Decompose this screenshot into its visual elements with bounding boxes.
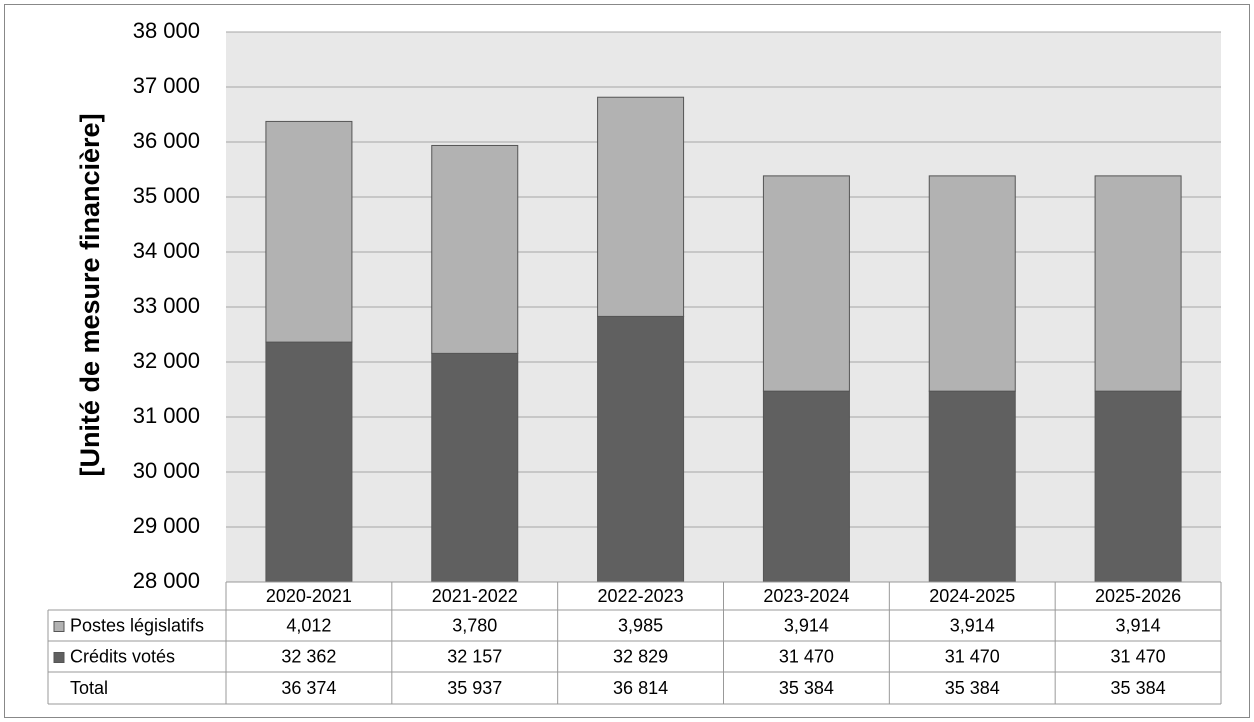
bar	[762, 390, 850, 583]
value-label: 3,985	[618, 615, 663, 635]
bar	[597, 315, 685, 583]
y-tick-label: 30 000	[133, 458, 200, 483]
value-label: 3,914	[950, 615, 995, 635]
y-tick-label: 32 000	[133, 348, 200, 373]
value-label: 31 470	[779, 646, 834, 666]
x-tick-label: 2025-2026	[1095, 586, 1181, 606]
value-label: 3,780	[452, 615, 497, 635]
legend-swatch	[53, 652, 65, 663]
bar	[431, 144, 519, 354]
x-tick-label: 2022-2023	[598, 586, 684, 606]
y-tick-label: 31 000	[133, 403, 200, 428]
legend-label: Postes législatifs	[70, 615, 204, 635]
bar	[1094, 390, 1182, 583]
y-tick-label: 36 000	[133, 128, 200, 153]
bar	[1094, 175, 1182, 392]
total-value: 36 374	[281, 678, 336, 698]
x-tick-label: 2024-2025	[929, 586, 1015, 606]
value-label: 4,012	[286, 615, 331, 635]
value-label: 31 470	[1111, 646, 1166, 666]
y-tick-label: 29 000	[133, 513, 200, 538]
bar	[928, 390, 1016, 583]
y-tick-label: 38 000	[133, 18, 200, 43]
x-tick-label: 2021-2022	[432, 586, 518, 606]
value-label: 32 829	[613, 646, 668, 666]
total-value: 35 384	[945, 678, 1000, 698]
y-axis-label: [Unité de mesure financière]	[75, 113, 105, 476]
bar	[265, 341, 353, 583]
bar	[597, 96, 685, 317]
total-value: 36 814	[613, 678, 668, 698]
total-value: 35 384	[779, 678, 834, 698]
bar	[265, 120, 353, 343]
x-tick-label: 2020-2021	[266, 586, 352, 606]
bar	[928, 175, 1016, 392]
value-label: 3,914	[784, 615, 829, 635]
value-label: 32 362	[281, 646, 336, 666]
bar	[431, 352, 519, 583]
total-label: Total	[70, 678, 108, 698]
legend-label: Crédits votés	[70, 646, 175, 666]
y-tick-label: 35 000	[133, 183, 200, 208]
y-tick-label: 34 000	[133, 238, 200, 263]
y-tick-label: 33 000	[133, 293, 200, 318]
y-tick-label: 28 000	[133, 568, 200, 593]
total-value: 35 937	[447, 678, 502, 698]
value-label: 32 157	[447, 646, 502, 666]
total-value: 35 384	[1111, 678, 1166, 698]
value-label: 3,914	[1116, 615, 1161, 635]
legend-swatch	[53, 621, 65, 632]
bar	[762, 175, 850, 392]
x-tick-label: 2023-2024	[763, 586, 849, 606]
value-label: 31 470	[945, 646, 1000, 666]
y-tick-label: 37 000	[133, 73, 200, 98]
